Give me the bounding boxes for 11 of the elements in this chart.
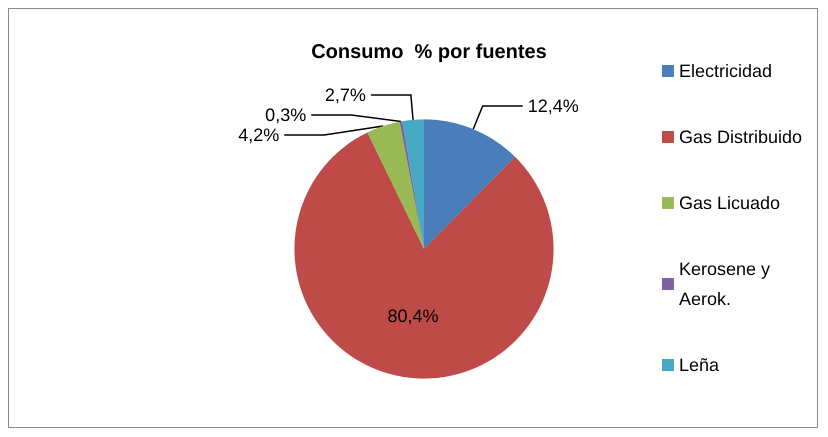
legend-label: Gas Licuado	[678, 193, 780, 213]
legend-label: Electricidad	[678, 61, 772, 81]
legend-label: Leña	[678, 355, 720, 375]
data-label: 80,4%	[387, 306, 438, 326]
data-label: 2,7%	[324, 84, 366, 105]
legend-label: Gas Distribuido	[678, 127, 802, 147]
data-label: 0,3%	[265, 104, 306, 125]
data-label: 4,2%	[238, 124, 280, 145]
legend-label: Kerosene y Aerok.	[678, 259, 770, 309]
chart-title: Consumo % por fuentes	[311, 41, 547, 63]
data-label: 12,4%	[528, 96, 579, 116]
